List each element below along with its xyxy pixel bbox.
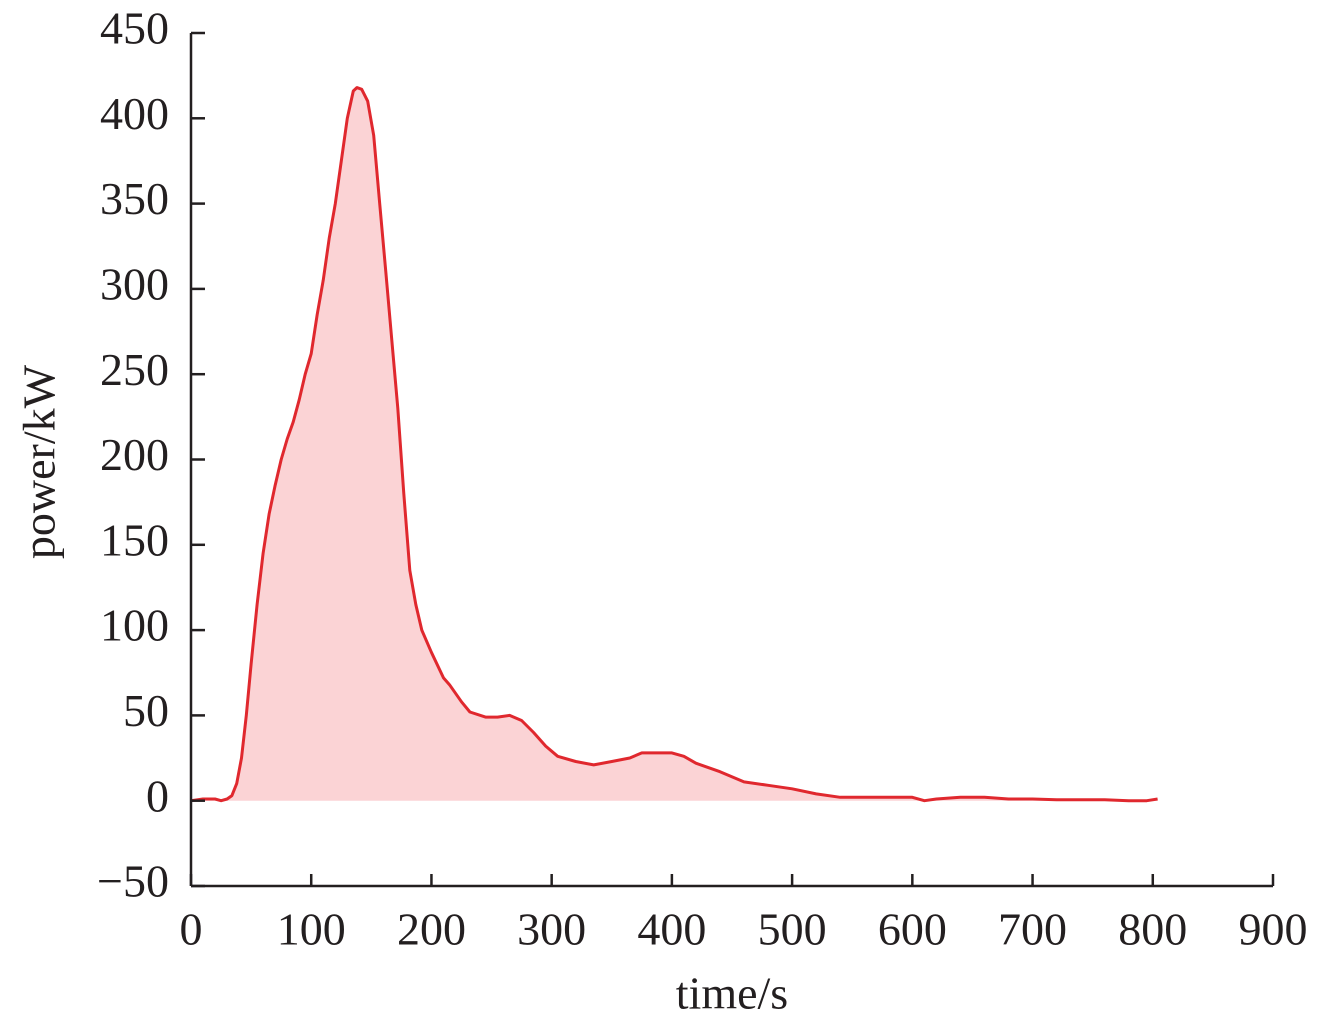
- x-tick-label: 0: [180, 904, 203, 955]
- y-tick-label: 300: [100, 258, 169, 309]
- y-tick-label: 400: [100, 88, 169, 139]
- x-tick-label: 600: [878, 904, 947, 955]
- y-tick-label: 200: [100, 429, 169, 480]
- x-tick-label: 500: [758, 904, 827, 955]
- area-fill: [191, 87, 1158, 801]
- x-tick-label: 300: [517, 904, 586, 955]
- y-tick-label: −50: [97, 856, 169, 907]
- x-tick-label: 800: [1118, 904, 1187, 955]
- y-tick-label: 450: [100, 3, 169, 54]
- x-tick-label: 900: [1239, 904, 1308, 955]
- x-tick-label: 400: [637, 904, 706, 955]
- y-tick-label: 350: [100, 173, 169, 224]
- y-tick-label: 150: [100, 514, 169, 565]
- x-axis-label: time/s: [676, 968, 788, 1019]
- x-tick-label: 100: [277, 904, 346, 955]
- x-tick-label: 200: [397, 904, 466, 955]
- y-tick-label: 0: [146, 770, 169, 821]
- y-axis-label: power/kW: [14, 364, 65, 559]
- y-tick-label: 100: [100, 600, 169, 651]
- y-tick-label: 50: [123, 685, 169, 736]
- line: [190, 86, 1158, 803]
- x-tick-label: 700: [998, 904, 1067, 955]
- y-tick-label: 250: [100, 344, 169, 395]
